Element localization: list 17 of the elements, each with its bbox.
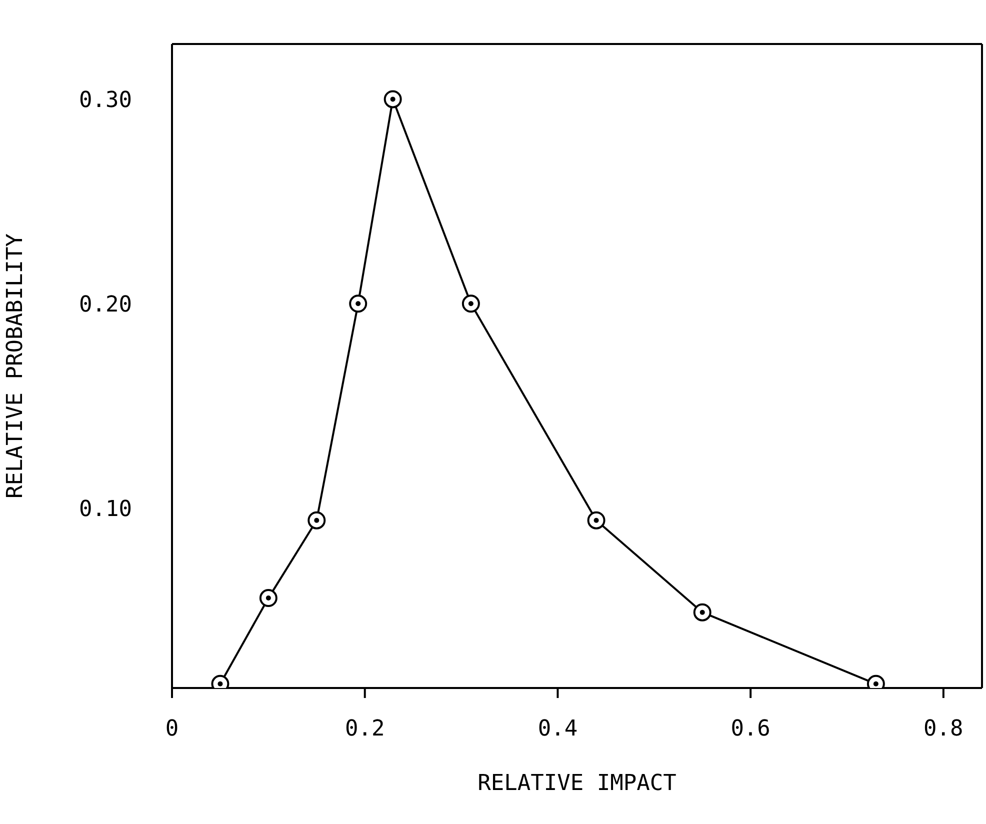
y-axis-title: RELATIVE PROBABILITY xyxy=(2,234,28,498)
point xyxy=(587,511,606,530)
y-tick-label: 0.30 xyxy=(79,88,132,114)
point xyxy=(462,294,480,313)
point xyxy=(384,90,402,108)
x-tick-label: 0 xyxy=(165,716,179,742)
x-tick-label: 0.2 xyxy=(344,716,385,742)
y-tick-label: 0.10 xyxy=(79,496,132,522)
point xyxy=(308,511,326,530)
point xyxy=(259,589,278,608)
point xyxy=(693,603,712,622)
y-tick-label: 0.20 xyxy=(79,292,132,318)
x-tick-label: 0.4 xyxy=(538,716,578,742)
x-axis-title: RELATIVE IMPACT xyxy=(478,771,676,796)
x-tick-label: 0.6 xyxy=(730,716,770,742)
point xyxy=(349,294,368,313)
x-tick-label: 0.8 xyxy=(924,716,964,742)
